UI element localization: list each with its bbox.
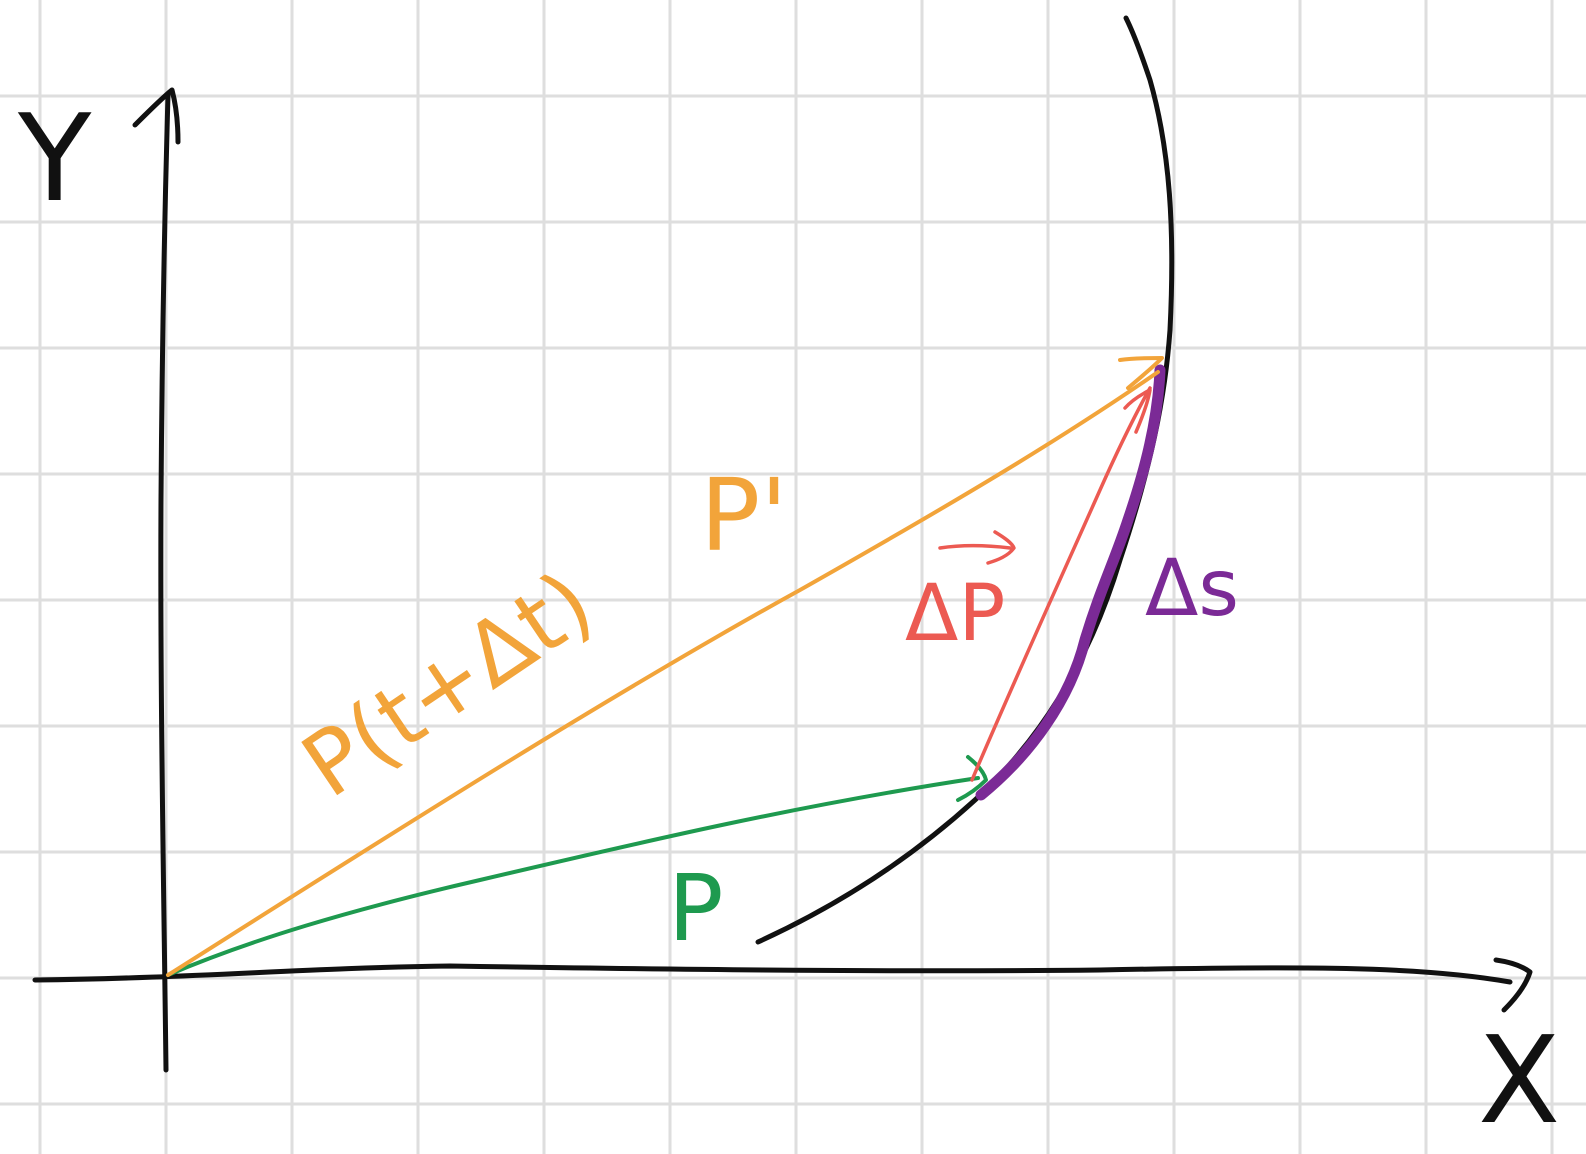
p-prime-label: P' [700, 457, 788, 574]
delta-p-arrow-icon [938, 530, 1016, 565]
arrow-right-icon [1493, 957, 1533, 1013]
arrow-up-icon [132, 87, 181, 145]
vector-p-prime [166, 356, 1164, 977]
vector-delta-p [970, 386, 1152, 782]
y-axis-label: Y [17, 90, 92, 229]
delta-s-label: Δs [1145, 544, 1239, 634]
x-axis [32, 957, 1533, 1013]
delta-s-arc [975, 364, 1166, 801]
delta-p-label: ΔP [905, 569, 1005, 659]
p-t-dt-label: P(t+Δt) [284, 550, 611, 817]
y-axis [132, 87, 181, 1073]
vector-p [166, 755, 988, 977]
x-axis-label: X [1478, 1012, 1560, 1151]
p-label: P [668, 855, 723, 962]
